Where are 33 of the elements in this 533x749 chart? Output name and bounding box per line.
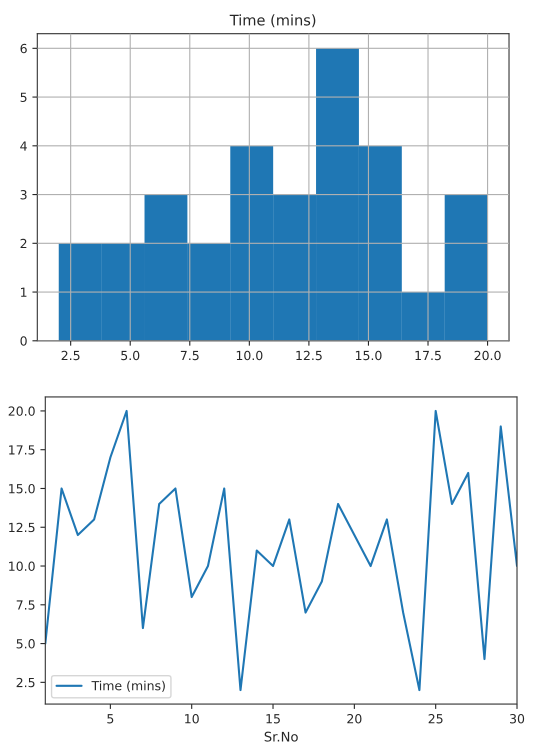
y-tick-label: 17.5 — [9, 445, 34, 455]
y-tick-label: 6 — [20, 44, 27, 54]
x-axis-title: Sr.No — [264, 732, 298, 742]
x-tick-label: 12.5 — [296, 350, 322, 360]
y-tick-label: 3 — [20, 190, 27, 200]
x-tick-label: 5 — [107, 714, 114, 724]
y-tick-label: 15.0 — [9, 484, 35, 494]
x-tick-label: 30 — [510, 714, 524, 724]
y-tick-label: 10.0 — [9, 561, 35, 571]
x-tick-label: 10.0 — [236, 350, 262, 360]
y-tick-label: 1 — [21, 288, 26, 297]
y-tick-label: 12.5 — [9, 522, 34, 532]
x-tick-label: 2.5 — [62, 350, 80, 360]
y-tick-label: 2.5 — [16, 678, 34, 688]
legend-label: Time (mins) — [92, 680, 165, 692]
x-tick-label: 5.0 — [121, 350, 140, 360]
y-tick-label: 20.0 — [8, 406, 35, 416]
x-tick-label: 20.0 — [474, 350, 501, 360]
x-tick-label: 15 — [266, 714, 280, 724]
y-tick-label: 2 — [20, 238, 26, 248]
y-tick-label: 5 — [20, 92, 26, 102]
y-tick-label: 5.0 — [16, 639, 35, 648]
x-tick-label: 20 — [347, 714, 362, 724]
x-tick-label: 10 — [185, 714, 199, 724]
line-series — [45, 410, 518, 692]
x-tick-label: 15.0 — [356, 350, 382, 360]
x-tick-label: 7.5 — [180, 350, 199, 360]
x-tick-label: 17.5 — [415, 350, 441, 360]
x-tick-label: 25 — [428, 714, 443, 724]
chart-title: Time (mins) — [230, 14, 316, 28]
y-tick-label: 0 — [20, 336, 27, 346]
y-tick-label: 7.5 — [16, 600, 34, 610]
y-tick-label: 4 — [20, 141, 27, 151]
